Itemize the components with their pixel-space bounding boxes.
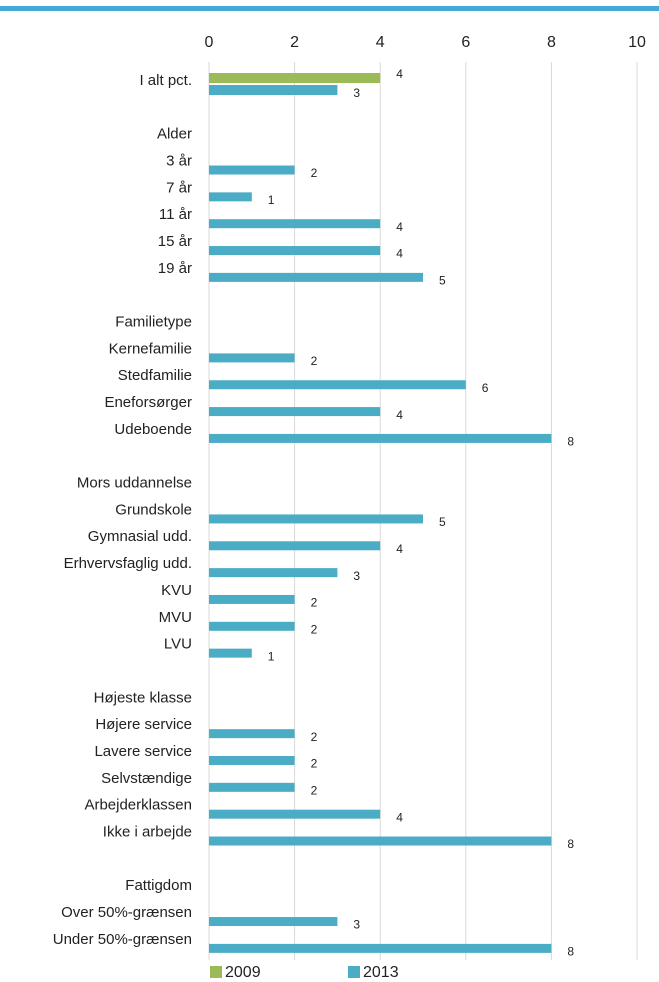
value-label: 8 xyxy=(567,435,574,449)
category-label: 3 år xyxy=(166,152,192,169)
value-label: 2 xyxy=(311,622,318,636)
category-label: Højeste klasse xyxy=(94,689,192,706)
value-label: 1 xyxy=(268,649,275,663)
legend-swatch xyxy=(210,966,222,978)
category-label: Over 50%-grænsen xyxy=(61,904,192,921)
value-label: 4 xyxy=(396,542,403,556)
bar xyxy=(209,219,381,229)
category-label: 19 år xyxy=(158,260,192,277)
value-label: 2 xyxy=(311,784,318,798)
top-rule xyxy=(0,6,659,11)
value-label: 2 xyxy=(311,596,318,610)
category-label: Grundskole xyxy=(115,501,192,518)
category-label: Eneforsørger xyxy=(104,394,192,411)
bar xyxy=(209,917,338,927)
value-label: 2 xyxy=(311,730,318,744)
value-label: 4 xyxy=(396,220,403,234)
value-label: 8 xyxy=(567,945,574,959)
bar xyxy=(209,192,252,202)
category-label: Lavere service xyxy=(94,743,192,760)
category-label: Under 50%-grænsen xyxy=(53,931,192,948)
value-label: 3 xyxy=(353,569,360,583)
category-label: KVU xyxy=(161,582,192,599)
category-label: Alder xyxy=(157,126,192,143)
legend-label: 2013 xyxy=(363,964,399,981)
category-label: Fattigdom xyxy=(125,877,192,894)
bar xyxy=(209,165,295,175)
category-label: MVU xyxy=(159,609,192,626)
x-tick-label: 4 xyxy=(376,34,385,51)
bar xyxy=(209,594,295,604)
value-label: 2 xyxy=(311,354,318,368)
category-label: Erhvervsfaglig udd. xyxy=(64,555,192,572)
value-label: 5 xyxy=(439,515,446,529)
value-label: 4 xyxy=(396,810,403,824)
category-label: Udeboende xyxy=(114,421,192,438)
category-label: Mors uddannelse xyxy=(77,475,192,492)
category-label: 7 år xyxy=(166,179,192,196)
legend-swatch xyxy=(348,966,360,978)
category-label: I alt pct. xyxy=(139,72,192,89)
x-tick-label: 10 xyxy=(628,34,646,51)
bar xyxy=(209,85,338,95)
bar xyxy=(209,407,381,417)
value-label: 8 xyxy=(567,837,574,851)
category-label: 11 år xyxy=(159,206,192,223)
value-label: 6 xyxy=(482,381,489,395)
bar xyxy=(209,729,295,739)
category-label: Stedfamilie xyxy=(118,367,192,384)
value-label: 2 xyxy=(311,757,318,771)
value-label: 5 xyxy=(439,274,446,288)
bar xyxy=(209,621,295,631)
value-label: 4 xyxy=(396,67,403,81)
category-label: Kernefamilie xyxy=(109,340,192,357)
x-tick-label: 0 xyxy=(205,34,214,51)
category-label: Familietype xyxy=(115,314,192,331)
category-label: Ikke i arbejde xyxy=(103,823,192,840)
bar xyxy=(209,514,423,524)
category-label: Selvstændige xyxy=(101,770,192,787)
value-label: 2 xyxy=(311,166,318,180)
x-tick-label: 6 xyxy=(461,34,470,51)
bar xyxy=(209,782,295,792)
bar xyxy=(209,541,381,551)
bar xyxy=(209,380,466,390)
bar xyxy=(209,246,381,256)
value-label: 1 xyxy=(268,193,275,207)
bar xyxy=(209,433,552,443)
category-label: LVU xyxy=(164,636,192,653)
bar xyxy=(209,648,252,658)
bar xyxy=(209,756,295,765)
category-label: Arbejderklassen xyxy=(84,797,192,814)
bar xyxy=(209,73,381,83)
value-label: 3 xyxy=(353,86,360,100)
bar xyxy=(209,836,552,846)
value-label: 3 xyxy=(353,918,360,932)
x-tick-label: 8 xyxy=(547,34,556,51)
bar xyxy=(209,568,338,578)
category-label: Højere service xyxy=(95,716,192,733)
bar xyxy=(209,809,381,819)
bar xyxy=(209,272,423,282)
value-label: 4 xyxy=(396,247,403,261)
x-tick-label: 2 xyxy=(290,34,299,51)
category-label: Gymnasial udd. xyxy=(88,528,192,545)
bar xyxy=(209,943,552,953)
legend-label: 2009 xyxy=(225,964,261,981)
value-label: 4 xyxy=(396,408,403,422)
category-label: 15 år xyxy=(158,233,192,250)
bar xyxy=(209,353,295,363)
